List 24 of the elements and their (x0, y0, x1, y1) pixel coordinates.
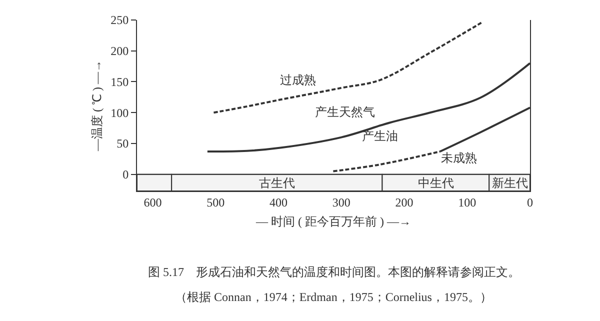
annotation: 未成熟 (441, 151, 477, 165)
y-tick-label: 50 (116, 136, 129, 151)
y-tick-label: 250 (110, 13, 129, 28)
band-label: 中生代 (418, 176, 454, 190)
annotation: 产生天然气 (315, 105, 375, 119)
x-tick-label: 0 (527, 195, 533, 210)
annotation: 产生油 (362, 129, 398, 143)
y-tick-label: 0 (122, 168, 129, 182)
x-tick-label: 400 (269, 195, 288, 210)
x-tick-label: 100 (458, 195, 476, 210)
band-label: 新生代 (492, 176, 528, 190)
x-tick-label: 500 (206, 195, 225, 210)
x-tick-label: 600 (144, 195, 162, 210)
y-tick-label: 100 (110, 106, 129, 120)
annotation: 过成熟 (280, 73, 316, 87)
band-label: 古生代 (259, 176, 295, 190)
caption: 图 5.17 形成石油和天然气的温度和时间图。本图的解释请参阅正文。 (148, 265, 520, 279)
x-tick-label: 300 (332, 195, 350, 210)
y-tick-label: 150 (110, 74, 129, 89)
y-axis-title: —温度 ( ℃ ) —→ (90, 60, 104, 152)
y-tick-label: 200 (110, 44, 129, 58)
x-axis-title: — 时间 ( 距今百万年前 ) —→ (255, 214, 411, 228)
text: （根据 Connan，1974；Erdman，1975；Cornelius，1975。） (175, 290, 492, 304)
x-tick-label: 200 (395, 195, 414, 210)
